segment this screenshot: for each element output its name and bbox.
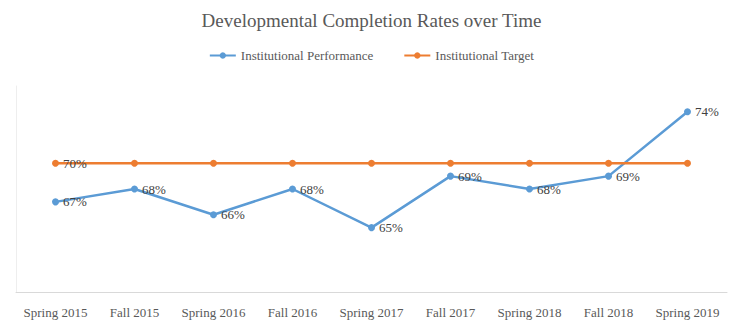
svg-text:Developmental Completion Rates: Developmental Completion Rates over Time <box>202 10 542 31</box>
svg-text:Fall 2015: Fall 2015 <box>110 305 159 320</box>
svg-text:67%: 67% <box>63 194 87 209</box>
svg-text:66%: 66% <box>221 207 245 222</box>
svg-text:69%: 69% <box>616 169 640 184</box>
svg-text:Spring 2015: Spring 2015 <box>24 305 88 320</box>
svg-text:Fall 2016: Fall 2016 <box>268 305 318 320</box>
svg-text:70%: 70% <box>63 156 87 171</box>
svg-text:74%: 74% <box>695 104 719 119</box>
svg-text:Spring 2017: Spring 2017 <box>340 305 404 320</box>
svg-text:Spring 2019: Spring 2019 <box>656 305 720 320</box>
svg-text:Spring 2016: Spring 2016 <box>182 305 246 320</box>
svg-text:Institutional Target: Institutional Target <box>435 48 534 63</box>
svg-text:Fall 2017: Fall 2017 <box>426 305 476 320</box>
svg-text:69%: 69% <box>458 169 482 184</box>
svg-text:68%: 68% <box>142 182 166 197</box>
svg-text:65%: 65% <box>379 220 403 235</box>
svg-text:68%: 68% <box>537 182 561 197</box>
svg-text:68%: 68% <box>300 182 324 197</box>
svg-text:Spring 2018: Spring 2018 <box>498 305 562 320</box>
svg-text:Institutional Performance: Institutional Performance <box>241 48 374 63</box>
svg-text:Fall 2018: Fall 2018 <box>584 305 633 320</box>
